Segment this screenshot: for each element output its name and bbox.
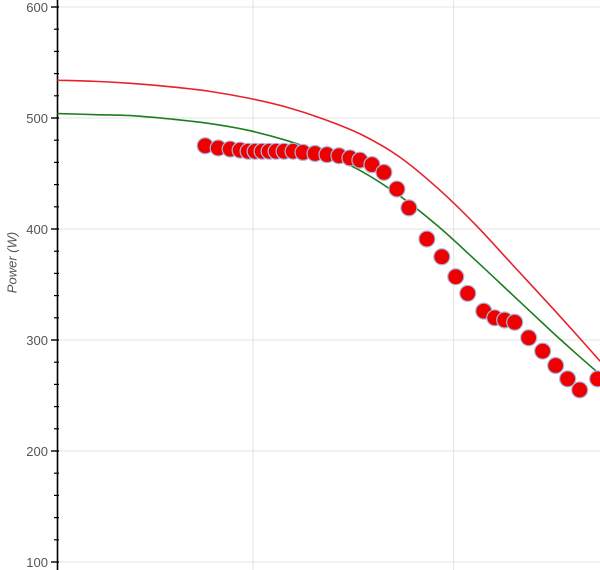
data-point [400,199,418,217]
data-point [506,313,524,331]
data-point [520,329,538,347]
y-tick-label-200: 200 [26,444,48,459]
y-tick-label-500: 500 [26,111,48,126]
data-point [459,284,477,302]
y-tick-label-300: 300 [26,333,48,348]
data-points [196,137,600,399]
data-point [589,370,600,388]
data-point [418,230,436,248]
data-point [375,163,393,181]
fit-curves [57,79,600,376]
y-tick-label-600: 600 [26,0,48,15]
data-point [447,268,465,286]
data-point [559,370,577,388]
data-point [534,342,552,360]
data-point [571,381,589,399]
y-tick-label-400: 400 [26,222,48,237]
data-point [433,248,451,266]
data-point [547,356,565,375]
data-point [363,156,381,174]
y-axis-title: Power (W) [4,231,20,294]
data-point [388,180,406,198]
series-line-model-fit-red [57,79,600,362]
y-tick-label-100: 100 [26,555,48,570]
gridlines [58,0,600,570]
